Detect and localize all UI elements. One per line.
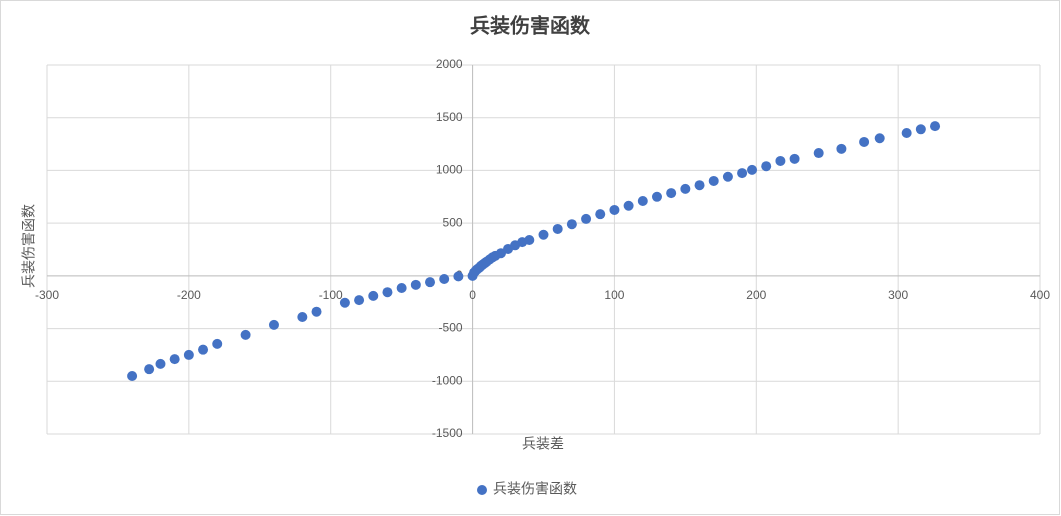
point <box>183 349 194 360</box>
point <box>354 295 365 306</box>
chart-title: 兵装伤害函数 <box>470 13 591 37</box>
point <box>439 274 450 285</box>
y-tick-label: -500 <box>439 321 463 335</box>
y-tick-label: -1000 <box>432 373 463 387</box>
point <box>144 364 155 375</box>
point <box>637 196 648 207</box>
y-axis-title: 兵装伤害函数 <box>21 204 37 288</box>
point <box>538 229 549 240</box>
point <box>524 235 535 246</box>
point <box>623 200 634 211</box>
point <box>212 338 223 349</box>
x-tick-label: 300 <box>888 288 908 302</box>
point <box>155 358 166 369</box>
y-tick-label: -1500 <box>432 426 463 440</box>
point <box>874 133 885 144</box>
x-tick-label: 100 <box>604 288 624 302</box>
point <box>382 287 393 298</box>
point <box>859 136 870 147</box>
x-tick-label: 0 <box>469 288 476 302</box>
point <box>595 209 606 220</box>
point <box>552 223 563 234</box>
point <box>425 277 436 288</box>
point <box>609 204 620 215</box>
x-tick-label: -200 <box>177 288 201 302</box>
point <box>836 143 847 154</box>
point <box>722 171 733 182</box>
point <box>566 219 577 230</box>
point <box>901 128 912 139</box>
legend-label: 兵装伤害函数 <box>493 481 577 497</box>
point <box>694 180 705 191</box>
point <box>747 164 758 175</box>
point <box>240 329 251 340</box>
point <box>368 290 379 301</box>
x-tick-label: 400 <box>1030 288 1050 302</box>
point <box>651 191 662 202</box>
point <box>708 175 719 186</box>
point <box>930 121 941 132</box>
point <box>339 297 350 308</box>
point <box>169 354 180 365</box>
point <box>915 124 926 135</box>
point <box>311 306 322 317</box>
y-tick-label: 1500 <box>436 110 463 124</box>
point <box>775 155 786 166</box>
x-tick-label: -100 <box>319 288 343 302</box>
x-tick-label: 200 <box>746 288 766 302</box>
point <box>396 282 407 293</box>
point <box>297 311 308 322</box>
y-tick-label: 1000 <box>436 163 463 177</box>
x-axis-title: 兵装差 <box>522 436 564 452</box>
legend-marker <box>477 485 487 495</box>
point <box>666 188 677 199</box>
point <box>680 183 691 194</box>
point <box>198 344 209 355</box>
point <box>453 271 464 282</box>
point <box>127 371 138 382</box>
point <box>268 319 279 330</box>
point <box>761 161 772 172</box>
y-tick-label: 500 <box>443 215 463 229</box>
point <box>737 168 748 179</box>
point <box>789 153 800 164</box>
y-tick-label: 2000 <box>436 57 463 71</box>
point <box>410 279 421 290</box>
point <box>813 148 824 159</box>
point <box>581 213 592 224</box>
x-tick-label: -300 <box>35 288 59 302</box>
